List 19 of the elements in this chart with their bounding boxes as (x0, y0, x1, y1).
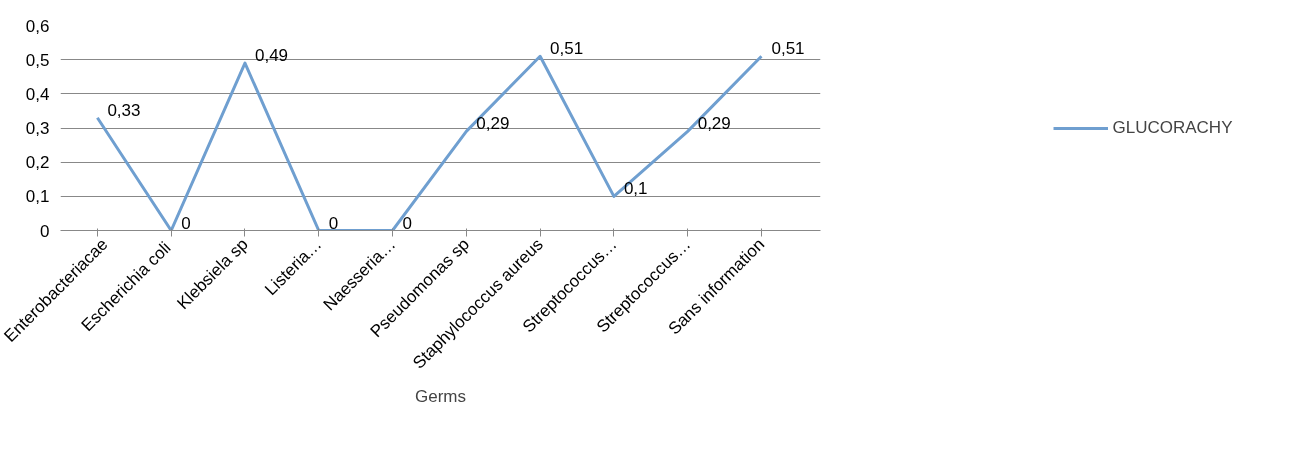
legend-label: GLUCORACHY (1112, 117, 1233, 138)
y-tick-label: 0,6 (25, 16, 50, 36)
data-label: 0,29 (697, 114, 731, 134)
y-tick-label: 0,5 (25, 50, 50, 70)
data-label: 0,49 (254, 46, 289, 66)
y-tick-label: 0,2 (25, 153, 50, 173)
data-label: 0,33 (107, 100, 141, 120)
data-label: 0 (328, 213, 339, 233)
y-tick-label: 0,1 (25, 187, 50, 207)
x-axis-title: Germs (415, 387, 466, 407)
y-tick-label: 0,3 (25, 119, 50, 138)
data-label: 0,51 (550, 39, 584, 59)
data-label: 0,51 (771, 39, 805, 59)
data-label: 0 (181, 213, 191, 233)
data-label: 0,1 (623, 179, 648, 199)
data-label: 0,29 (476, 114, 510, 134)
y-tick-label: 0,4 (25, 84, 50, 104)
data-label: 0 (402, 213, 413, 233)
y-tick-label: 0 (40, 221, 50, 241)
